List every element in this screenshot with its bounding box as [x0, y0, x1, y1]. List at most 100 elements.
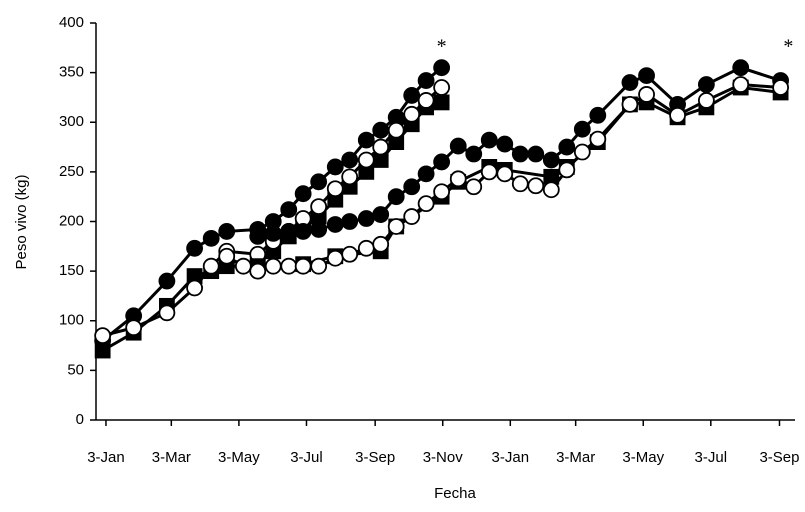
- marker: [341, 151, 359, 169]
- x-tick-label: 3-Sep: [759, 449, 799, 466]
- y-tick-label: 150: [59, 262, 84, 279]
- marker: [403, 178, 421, 196]
- marker: [294, 257, 312, 275]
- marker: [186, 239, 203, 257]
- marker: [589, 106, 607, 124]
- marker: [621, 74, 639, 91]
- marker: [403, 105, 421, 123]
- marker: [218, 223, 236, 240]
- marker: [280, 201, 298, 218]
- marker: [527, 145, 545, 163]
- marker: [294, 223, 312, 240]
- marker: [158, 272, 176, 290]
- marker: [158, 304, 176, 322]
- marker: [186, 279, 203, 297]
- marker: [264, 225, 282, 242]
- marker: [669, 106, 686, 124]
- marker: [417, 92, 435, 109]
- marker: [125, 319, 143, 337]
- x-tick-label: 3-Jan: [87, 449, 125, 466]
- marker: [94, 342, 111, 359]
- marker: [697, 76, 715, 93]
- marker: [511, 175, 529, 193]
- marker: [542, 151, 560, 169]
- marker: [417, 72, 435, 89]
- marker: [294, 185, 312, 203]
- marker: [341, 168, 359, 186]
- marker: [218, 247, 236, 265]
- y-tick-label: 100: [59, 312, 84, 329]
- marker: [480, 131, 498, 149]
- marker: [326, 158, 344, 176]
- marker: [326, 249, 344, 267]
- y-tick-label: 200: [59, 212, 84, 229]
- x-tick-label: 3-Sep: [355, 449, 395, 466]
- x-tick-label: 3-Mar: [556, 449, 595, 466]
- marker: [697, 92, 715, 109]
- marker: [527, 177, 545, 195]
- marker: [310, 173, 328, 191]
- marker: [732, 76, 750, 93]
- marker: [433, 94, 450, 111]
- marker: [249, 262, 267, 280]
- marker: [372, 206, 390, 223]
- y-tick-label: 300: [59, 113, 84, 130]
- annotation: *: [437, 35, 447, 57]
- marker: [573, 143, 591, 161]
- marker: [496, 165, 514, 183]
- x-tick-label: 3-Nov: [423, 449, 464, 466]
- marker: [417, 165, 435, 183]
- marker: [433, 183, 451, 201]
- marker: [387, 188, 405, 206]
- annotation: *: [783, 35, 793, 57]
- y-tick-label: 50: [67, 361, 84, 378]
- marker: [558, 138, 576, 156]
- marker: [433, 59, 451, 77]
- marker: [403, 208, 421, 225]
- marker: [249, 227, 267, 245]
- marker: [496, 135, 514, 153]
- marker: [621, 95, 639, 113]
- marker: [357, 131, 375, 149]
- marker: [638, 67, 655, 85]
- marker: [480, 163, 498, 181]
- marker: [280, 257, 298, 275]
- marker: [465, 178, 483, 196]
- marker: [417, 195, 435, 213]
- marker: [387, 121, 405, 139]
- x-tick-label: 3-Jan: [492, 449, 530, 466]
- marker: [264, 257, 282, 275]
- marker: [357, 210, 375, 227]
- marker: [465, 145, 483, 163]
- marker: [310, 221, 328, 238]
- marker: [280, 223, 298, 240]
- marker: [310, 257, 328, 275]
- marker: [202, 257, 220, 275]
- marker: [732, 59, 750, 77]
- marker: [511, 145, 529, 163]
- x-tick-label: 3-Jul: [290, 449, 323, 466]
- marker: [357, 151, 375, 169]
- marker: [387, 218, 405, 235]
- marker: [542, 181, 560, 199]
- x-tick-label: 3-Mar: [152, 449, 191, 466]
- marker: [449, 137, 467, 155]
- marker: [589, 130, 607, 148]
- x-axis-label: Fecha: [434, 485, 476, 502]
- marker: [234, 257, 252, 275]
- marker: [433, 153, 451, 171]
- marker: [326, 216, 344, 233]
- marker: [372, 235, 390, 253]
- y-tick-label: 0: [76, 411, 84, 428]
- marker: [94, 327, 112, 345]
- x-tick-label: 3-May: [218, 449, 260, 466]
- marker: [433, 79, 451, 96]
- marker: [341, 213, 359, 230]
- x-tick-label: 3-Jul: [695, 449, 728, 466]
- marker: [341, 245, 359, 263]
- y-tick-label: 250: [59, 163, 84, 180]
- marker: [372, 121, 390, 139]
- marker: [449, 170, 467, 188]
- y-tick-label: 350: [59, 64, 84, 81]
